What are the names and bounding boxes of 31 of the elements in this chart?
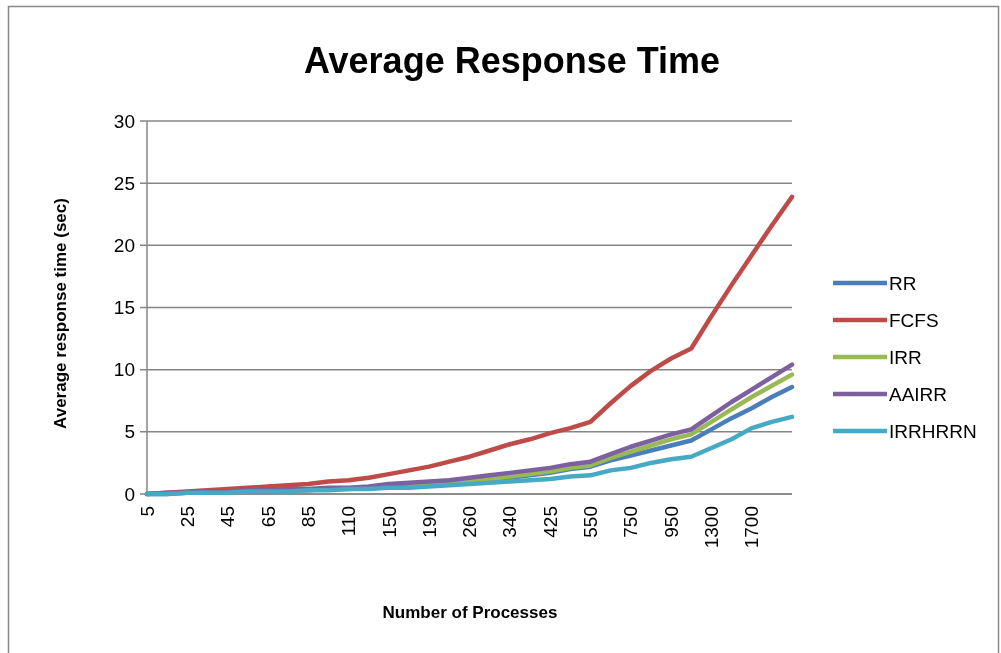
legend-label: RR [889, 272, 917, 294]
x-tick-label: 45 [217, 506, 239, 528]
x-tick-label: 25 [176, 506, 198, 528]
x-tick-label: 340 [499, 506, 521, 538]
y-tick-label: 25 [113, 172, 135, 194]
x-tick-label: 5 [136, 506, 158, 517]
legend-label: FCFS [889, 309, 939, 331]
y-tick-label: 10 [113, 359, 135, 381]
y-tick-label: 15 [113, 297, 135, 319]
x-axis-title: Number of Processes [382, 603, 558, 622]
x-tick-label: 190 [418, 506, 440, 538]
x-tick-label: 550 [580, 506, 602, 538]
y-axis-title: Average response time (sec) [51, 198, 70, 429]
x-tick-label: 260 [459, 506, 481, 538]
chart-title: Average Response Time [303, 40, 721, 81]
x-tick-label: 425 [539, 506, 561, 538]
x-tick-label: 950 [660, 506, 682, 538]
y-tick-label: 0 [124, 483, 135, 505]
x-tick-label: 65 [257, 506, 279, 528]
x-tick-label: 85 [297, 506, 319, 528]
legend-label: IRR [889, 346, 922, 368]
legend-label: IRRHRRN [889, 420, 977, 442]
x-tick-label: 1700 [741, 506, 763, 549]
x-tick-label: 110 [338, 506, 360, 537]
y-tick-label: 30 [113, 110, 135, 132]
x-tick-label: 750 [620, 506, 642, 538]
x-tick-label: 1300 [701, 506, 723, 549]
x-tick-label: 150 [378, 506, 400, 538]
legend-label: AAIRR [889, 383, 948, 405]
y-tick-label: 5 [124, 421, 135, 443]
y-tick-label: 20 [113, 234, 135, 256]
